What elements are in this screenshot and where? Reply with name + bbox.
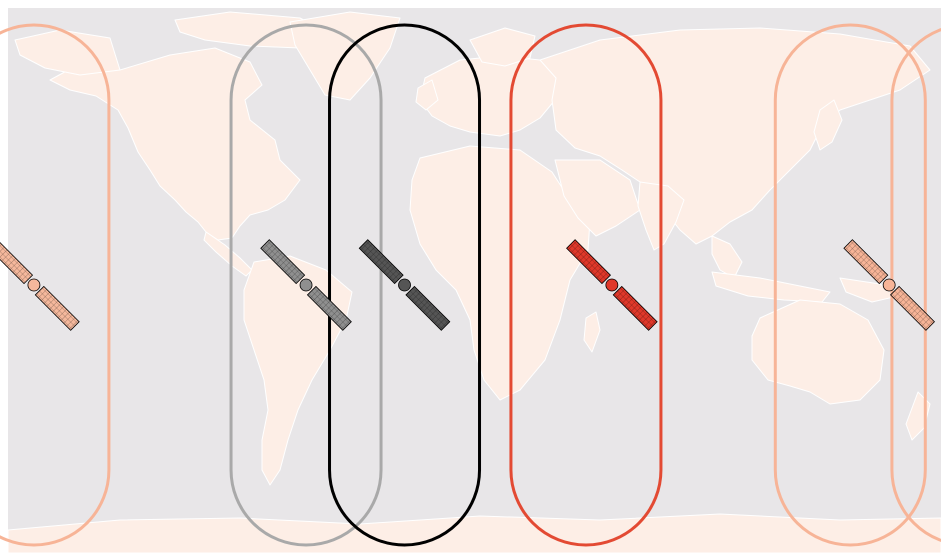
solar-panel-grid [843, 239, 888, 284]
footprint-4 [509, 23, 663, 547]
australia-landmass [751, 299, 885, 405]
sat-2 [260, 239, 352, 331]
solar-panel-grid [613, 286, 658, 331]
solar-panel-grid [890, 286, 935, 331]
africa-landmass [409, 145, 591, 401]
solar-panel-grid [0, 239, 33, 284]
sat-3 [358, 239, 451, 331]
sat-5 [843, 239, 935, 331]
solar-panel-grid [307, 286, 352, 331]
satellite-body [882, 278, 896, 292]
solar-panel-grid [566, 239, 611, 284]
satellite-body [299, 278, 313, 292]
sat-4 [566, 239, 658, 331]
japan-landmass [813, 99, 843, 151]
madagascar-landmass [583, 311, 601, 353]
british-isles-landmass [415, 79, 439, 111]
new-guinea-landmass [839, 277, 899, 303]
footprint-3 [328, 23, 482, 547]
arabia-landmass [554, 159, 641, 237]
north-america-landmass [49, 47, 301, 241]
solar-panel-grid [359, 239, 404, 284]
satellites [0, 239, 935, 331]
footprint-5 [773, 23, 927, 547]
satellite-body [398, 278, 411, 292]
alaska-landmass [14, 29, 121, 76]
footprint-2 [229, 23, 383, 547]
sat-1 [0, 239, 80, 331]
south-america-landmass [243, 255, 353, 486]
antarctica-landmass [7, 513, 941, 554]
scandinavia-landmass [469, 27, 536, 67]
satellite-body [27, 278, 41, 292]
solar-panel-grid [260, 239, 305, 284]
solar-panel-grid [405, 286, 450, 331]
satellite-body [605, 278, 619, 292]
solar-panel-grid [35, 286, 80, 331]
asia-landmass [539, 27, 931, 245]
land-masses [7, 11, 941, 554]
footprint-1 [0, 23, 111, 547]
